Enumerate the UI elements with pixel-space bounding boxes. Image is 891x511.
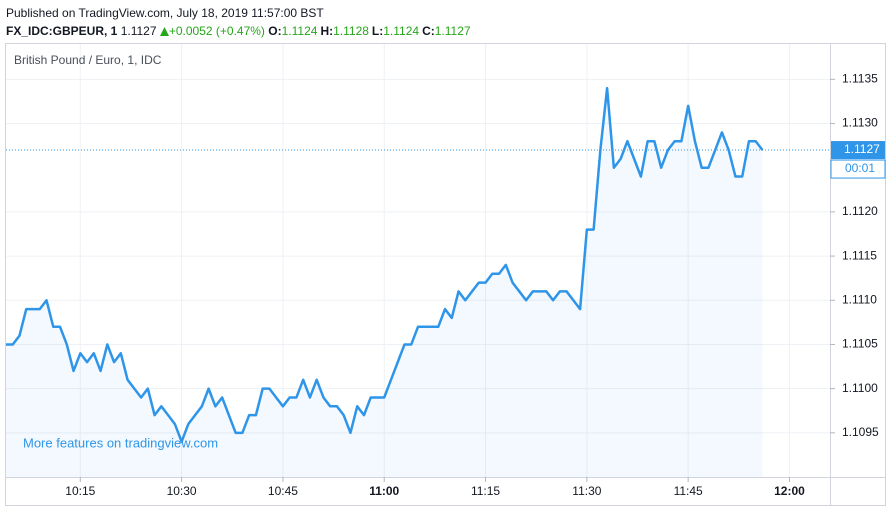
x-tick-label: 11:30 xyxy=(572,484,601,498)
last-price: 1.1127 xyxy=(120,24,157,38)
x-tick-label: 11:45 xyxy=(674,484,703,498)
x-tick-label: 10:30 xyxy=(167,484,197,498)
last-price-label: 1.1127 xyxy=(844,142,880,156)
price-line xyxy=(6,86,764,443)
change: +0.0052 (+0.47%) xyxy=(168,24,265,38)
ohlc-value: 1.1127 xyxy=(434,24,471,38)
last-price-box xyxy=(831,141,885,160)
y-tick-label: 1.1120 xyxy=(842,204,878,218)
area xyxy=(6,88,763,478)
ohlc: O:1.1124 H:1.1128 L:1.1124 C:1.1127 xyxy=(268,24,473,38)
y-tick-label: 1.1110 xyxy=(842,292,877,306)
y-tick-label: 1.1095 xyxy=(842,425,879,439)
x-tick-label: 10:15 xyxy=(65,484,95,498)
ohlc-label: C: xyxy=(422,24,435,38)
ohlc-label: L: xyxy=(371,24,384,38)
countdown: 00:01 xyxy=(845,161,875,175)
grid xyxy=(6,44,830,477)
x-tick-label: 11:15 xyxy=(471,484,500,498)
y-tick-label: 1.1105 xyxy=(842,337,878,351)
countdown-box xyxy=(830,159,886,179)
header: Published on TradingView.com, July 18, 2… xyxy=(6,4,474,40)
ohlc-value: 1.1124 xyxy=(383,24,420,38)
watermark: More features on tradingview.com xyxy=(23,435,218,450)
x-tick-label: 10:45 xyxy=(268,484,298,498)
x-tick-label: 12:00 xyxy=(774,484,805,498)
frame xyxy=(5,43,886,506)
y-tick-label: 1.1130 xyxy=(842,116,878,130)
ohlc-value: 1.1128 xyxy=(333,24,369,38)
chart-title: British Pound / Euro, 1, IDC xyxy=(14,53,162,67)
y-tick-label: 1.1100 xyxy=(842,381,878,395)
ohlc-label: H: xyxy=(320,24,334,38)
quote-line: FX_IDC:GBPEUR, 1 1.1127 +0.0052 (+0.47%)… xyxy=(6,22,474,40)
up-arrow xyxy=(159,27,169,36)
x-tick-label: 11:00 xyxy=(369,484,399,498)
symbol: FX_IDC:GBPEUR, 1 xyxy=(6,24,118,38)
ohlc-value: 1.1124 xyxy=(281,24,318,38)
y-tick-label: 1.1135 xyxy=(842,72,878,86)
published-line: Published on TradingView.com, July 18, 2… xyxy=(6,6,324,20)
y-tick-label: 1.1115 xyxy=(842,248,877,262)
ohlc-label: O: xyxy=(268,24,282,38)
